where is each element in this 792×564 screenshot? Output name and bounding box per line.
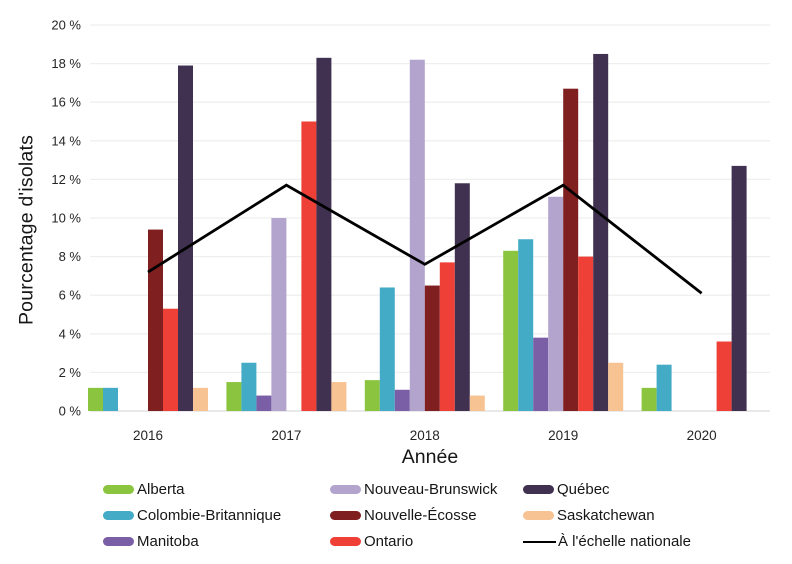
bar-Nouveau-Brunswick-2019 (548, 196, 564, 411)
legend-color-swatch (103, 485, 134, 494)
legend-label: Saskatchewan (557, 507, 655, 524)
bar-Québec-2019 (593, 53, 609, 411)
bar-Colombie-Britannique-2017 (241, 362, 257, 411)
x-tick-label-2017: 2017 (271, 428, 301, 443)
legend-line-swatch (523, 540, 556, 543)
legend-label: Colombie-Britannique (137, 507, 282, 524)
bar-Colombie-Britannique-2020 (656, 364, 672, 411)
legend-item: Saskatchewan (523, 507, 691, 524)
legend-color-swatch (103, 537, 134, 546)
x-tick-label-2018: 2018 (410, 428, 440, 443)
bar-Nouveau-Brunswick-2018 (409, 59, 425, 412)
legend-item: À l'échelle nationale (523, 533, 691, 550)
legend-item: Ontario (330, 533, 523, 550)
legend-color-swatch (330, 485, 361, 494)
bar-Manitoba-2018 (394, 389, 410, 411)
y-tick-label-20: 20 % (51, 18, 81, 33)
bar-Manitoba-2017 (256, 395, 272, 411)
x-tick-label-2019: 2019 (548, 428, 578, 443)
legend-color-swatch (523, 511, 554, 520)
legend-item: Alberta (103, 481, 330, 498)
bar-Manitoba-2019 (533, 337, 549, 411)
bar-Alberta-2017 (226, 382, 242, 411)
bar-Québec-2018 (454, 183, 470, 411)
y-tick-label-16: 16 % (51, 95, 81, 110)
bar-Ontario-2016 (163, 308, 178, 411)
legend-item: Manitoba (103, 533, 330, 550)
bar-Saskatchewan-2016 (193, 387, 208, 411)
bar-Ontario-2020 (716, 341, 732, 411)
legend-item: Nouveau-Brunswick (330, 481, 523, 498)
bar-Colombie-Britannique-2019 (518, 239, 534, 411)
bar-Nouvelle-Écosse-2018 (424, 285, 440, 411)
legend-label: À l'échelle nationale (558, 533, 691, 550)
bar-Alberta-2016 (88, 387, 103, 411)
y-axis-title: Pourcentage d'isolats (15, 134, 38, 326)
legend-item: Colombie-Britannique (103, 507, 330, 524)
y-tick-label-2: 2 % (59, 365, 82, 380)
bar-Colombie-Britannique-2016 (103, 387, 118, 411)
legend-column-2: Nouveau-Brunswick Nouvelle-Écosse Ontario (330, 481, 523, 550)
bar-Nouvelle-Écosse-2019 (563, 88, 579, 411)
bar-Nouveau-Brunswick-2017 (271, 218, 287, 411)
x-axis-title: Année (401, 446, 459, 468)
bar-Saskatchewan-2018 (469, 395, 485, 411)
y-tick-label-4: 4 % (59, 326, 82, 341)
legend-item: Québec (523, 481, 691, 498)
bar-Québec-2020 (731, 165, 747, 411)
legend-item: Nouvelle-Écosse (330, 507, 523, 524)
bar-Alberta-2019 (503, 250, 519, 411)
bar-Ontario-2017 (301, 121, 317, 411)
legend-label: Nouveau-Brunswick (364, 481, 498, 498)
x-tick-label-2016: 2016 (133, 428, 163, 443)
legend-color-swatch (103, 511, 134, 520)
legend-label: Ontario (364, 533, 414, 550)
y-tick-label-0: 0 % (59, 404, 82, 419)
y-tick-label-18: 18 % (51, 56, 81, 71)
isolates-bar-chart: 0 % 2 % 4 % 6 % 8 % 10 % 12 % 14 % 16 % 18 % 20 % 2… (51, 18, 770, 443)
bar-Ontario-2018 (439, 262, 455, 411)
legend-column-3: Québec Saskatchewan À l'échelle nationale (523, 481, 691, 550)
legend-color-swatch (330, 537, 361, 546)
bar-Québec-2016 (178, 65, 193, 411)
y-tick-label-6: 6 % (59, 288, 82, 303)
bar-Québec-2017 (316, 57, 332, 412)
legend-color-swatch (523, 485, 554, 494)
bar-Alberta-2018 (364, 380, 380, 411)
legend-label: Manitoba (137, 533, 199, 550)
bar-Saskatchewan-2017 (331, 382, 347, 411)
legend-column-1: Alberta Colombie-Britannique Manitoba (103, 481, 330, 550)
chart-legend: Alberta Colombie-Britannique Manitoba Nouve… (103, 481, 691, 550)
legend-label: Alberta (137, 481, 185, 498)
y-tick-label-12: 12 % (51, 172, 81, 187)
bar-Alberta-2020 (641, 387, 657, 411)
legend-label: Nouvelle-Écosse (364, 507, 477, 524)
bar-Nouvelle-Écosse-2016 (148, 229, 163, 411)
y-tick-label-10: 10 % (51, 211, 81, 226)
bar-Colombie-Britannique-2018 (379, 287, 395, 411)
x-tick-label-2020: 2020 (687, 428, 717, 443)
y-tick-label-14: 14 % (51, 133, 81, 148)
bar-Saskatchewan-2019 (608, 362, 624, 411)
legend-label: Québec (557, 481, 610, 498)
national-average-line (147, 183, 703, 295)
legend-color-swatch (330, 511, 361, 520)
bar-Ontario-2019 (578, 256, 594, 411)
y-tick-label-8: 8 % (59, 249, 82, 264)
